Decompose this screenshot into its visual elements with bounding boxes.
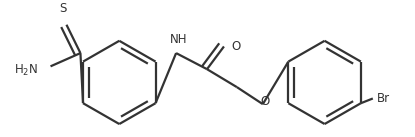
Text: NH: NH xyxy=(170,32,188,45)
Text: O: O xyxy=(231,40,240,53)
Text: O: O xyxy=(260,95,269,108)
Text: Br: Br xyxy=(377,92,390,105)
Text: H$_2$N: H$_2$N xyxy=(15,63,39,78)
Text: S: S xyxy=(59,2,66,15)
